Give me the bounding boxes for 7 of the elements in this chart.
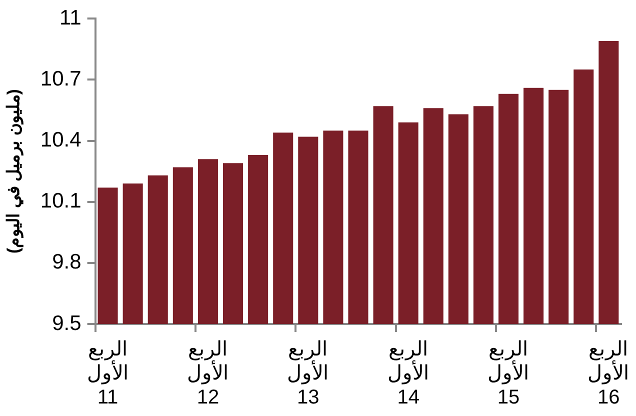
y-axis-title: (مليون برميل في اليوم)	[4, 89, 24, 254]
y-tick-label: 11	[59, 6, 82, 30]
y-tick-label: 9.8	[52, 250, 82, 274]
y-tick-label: 10.1	[40, 190, 82, 213]
y-tick-label: 10.7	[40, 67, 82, 90]
y-tick-label: 10.4	[40, 128, 82, 152]
y-tick-label: 9.5	[52, 312, 82, 335]
